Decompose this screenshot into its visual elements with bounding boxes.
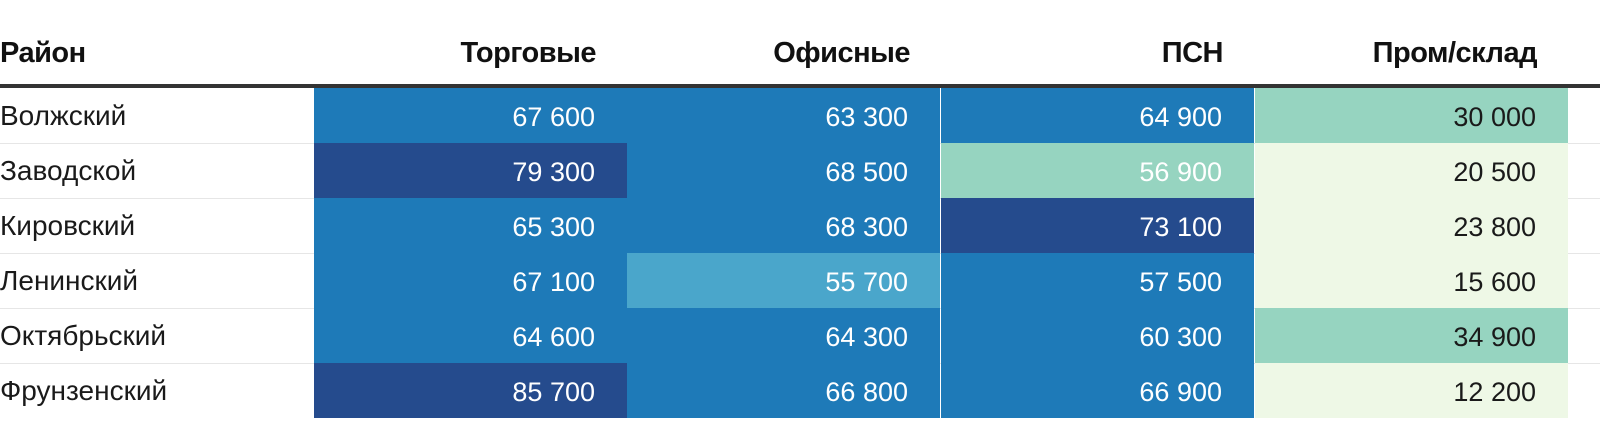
cell-psn: 57 500 xyxy=(941,253,1254,308)
cell-industrial: 20 500 xyxy=(1255,143,1568,198)
column-header-district: Район xyxy=(0,37,86,69)
district-label: Октябрьский xyxy=(0,320,167,351)
cell-office: 66 800 xyxy=(627,363,940,418)
cell-psn: 60 300 xyxy=(941,308,1254,363)
district-label: Волжский xyxy=(0,100,127,131)
cell-retail: 64 600 xyxy=(314,308,627,363)
cell-retail: 67 600 xyxy=(314,88,627,143)
cell-retail: 85 700 xyxy=(314,363,627,418)
cell-psn: 66 900 xyxy=(941,363,1254,418)
cell-retail: 65 300 xyxy=(314,198,627,253)
cell-industrial: 30 000 xyxy=(1255,88,1568,143)
column-header-retail: Торговые xyxy=(460,37,597,69)
district-label: Фрунзенский xyxy=(0,375,168,406)
cell-office: 63 300 xyxy=(627,88,940,143)
column-header-psn: ПСН xyxy=(1161,37,1224,69)
cell-retail: 79 300 xyxy=(314,143,627,198)
district-label: Кировский xyxy=(0,210,136,241)
table-row: Волжский 67 600 63 300 64 900 30 000 xyxy=(0,88,1600,144)
cell-industrial: 12 200 xyxy=(1255,363,1568,418)
cell-retail: 67 100 xyxy=(314,253,627,308)
table-row: Ленинский 67 100 55 700 57 500 15 600 xyxy=(0,253,1600,309)
district-label: Заводской xyxy=(0,155,137,186)
cell-industrial: 34 900 xyxy=(1255,308,1568,363)
column-header-office: Офисные xyxy=(773,37,910,69)
cell-psn: 73 100 xyxy=(941,198,1254,253)
column-header-industrial: Пром/склад xyxy=(1372,37,1538,69)
table-row: Заводской 79 300 68 500 56 900 20 500 xyxy=(0,143,1600,199)
table-row: Кировский 65 300 68 300 73 100 23 800 xyxy=(0,198,1600,254)
cell-office: 68 500 xyxy=(627,143,940,198)
table-row: Октябрьский 64 600 64 300 60 300 34 900 xyxy=(0,308,1600,364)
cell-psn: 56 900 xyxy=(941,143,1254,198)
cell-industrial: 23 800 xyxy=(1255,198,1568,253)
cell-office: 68 300 xyxy=(627,198,940,253)
cell-industrial: 15 600 xyxy=(1255,253,1568,308)
table-row: Фрунзенский 85 700 66 800 66 900 12 200 xyxy=(0,363,1600,419)
header-row: Район Торговые Офисные ПСН Пром/склад xyxy=(0,0,1600,88)
district-label: Ленинский xyxy=(0,265,139,296)
cell-office: 64 300 xyxy=(627,308,940,363)
cell-office: 55 700 xyxy=(627,253,940,308)
cell-psn: 64 900 xyxy=(941,88,1254,143)
